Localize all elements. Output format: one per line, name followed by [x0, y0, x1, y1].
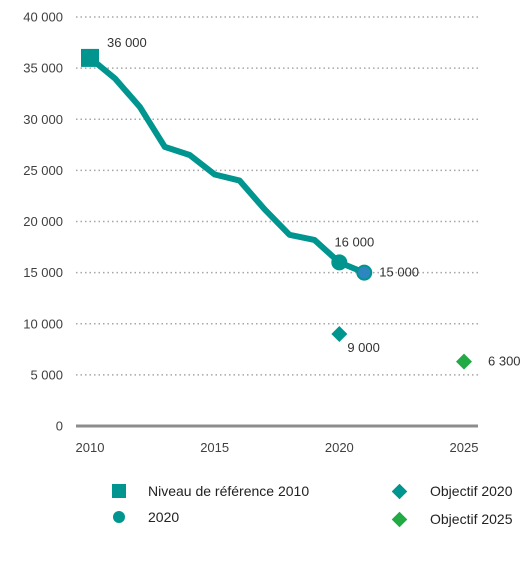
- x-tick-label: 2010: [76, 440, 105, 455]
- markers: [81, 48, 472, 370]
- y-tick-label: 5 000: [30, 367, 63, 382]
- y-tick-label: 25 000: [23, 163, 63, 178]
- square-marker: [81, 48, 99, 67]
- diamond-marker: [456, 353, 472, 370]
- x-tick-label: 2025: [450, 440, 479, 455]
- y-tick-label: 40 000: [23, 10, 63, 25]
- gridlines: [76, 16, 478, 376]
- data-label: 16 000: [334, 234, 374, 249]
- series-line: [87, 54, 368, 276]
- series: [87, 54, 368, 276]
- data-label: 9 000: [347, 340, 380, 355]
- data-labels: 36 000 16 000 15 000 9 000 6 300: [107, 35, 521, 369]
- circle-marker: [331, 254, 348, 271]
- x-axis-ticks: 2010 2015 2020 2025: [76, 440, 479, 455]
- data-label: 15 000: [379, 265, 419, 280]
- x-tick-label: 2020: [325, 440, 354, 455]
- circle-marker: [356, 264, 373, 281]
- data-label: 6 300: [488, 354, 521, 369]
- data-label: 36 000: [107, 35, 147, 50]
- diamond-marker: [331, 325, 348, 342]
- y-tick-label: 20 000: [23, 214, 63, 229]
- y-tick-label: 30 000: [23, 112, 63, 127]
- y-axis-ticks: 0 5 000 10 000 15 000 20 000 25 000 30 000 35 0…: [23, 10, 63, 434]
- x-tick-label: 2015: [200, 440, 229, 455]
- y-tick-label: 35 000: [23, 61, 63, 76]
- y-tick-label: 15 000: [23, 265, 63, 280]
- y-tick-label: 10 000: [23, 316, 63, 331]
- y-tick-label: 0: [56, 419, 63, 434]
